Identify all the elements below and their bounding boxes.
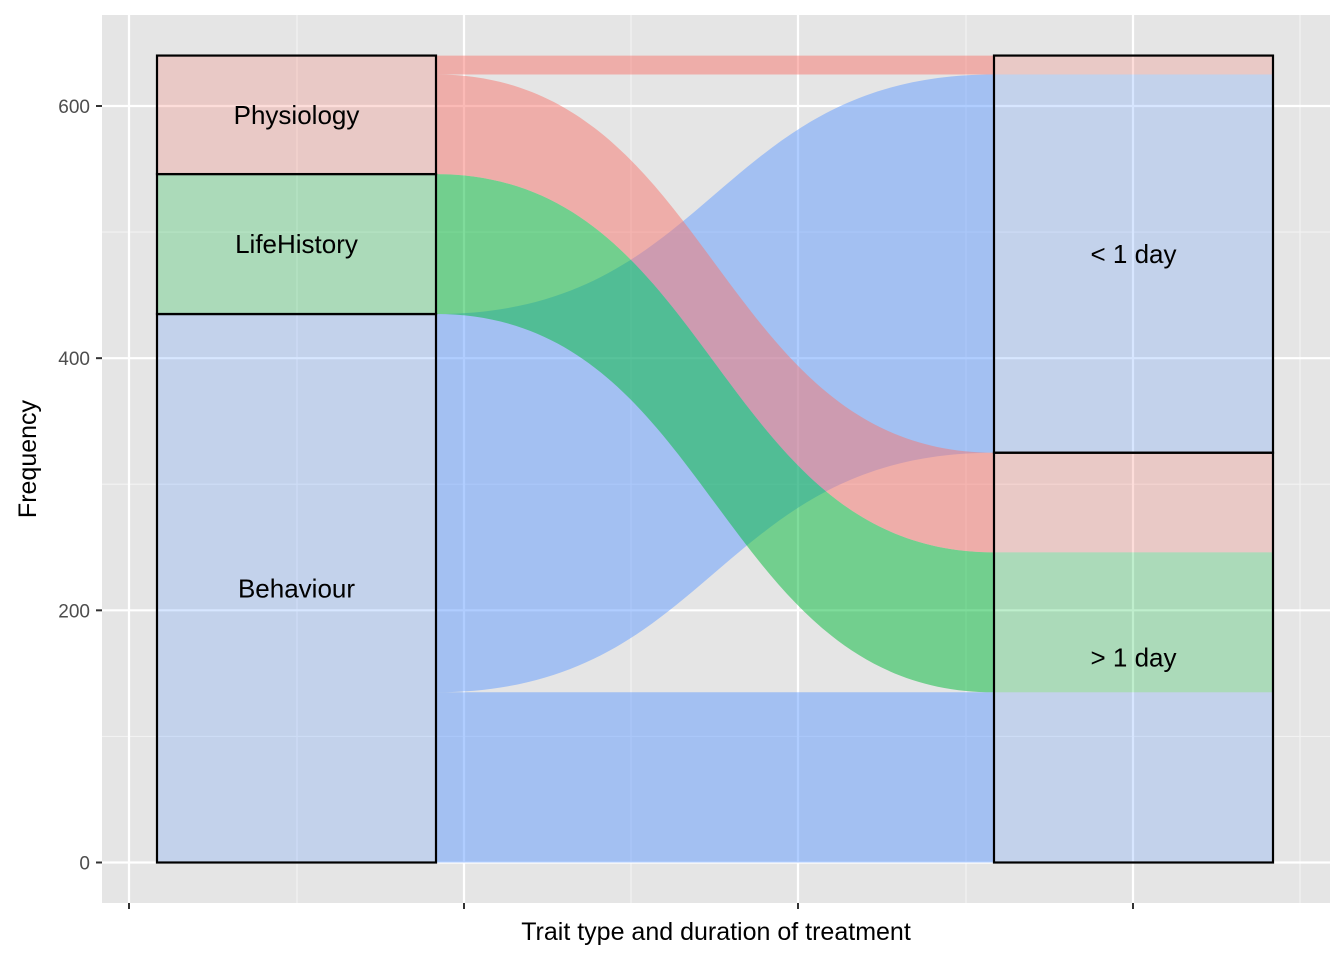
stratum-physiology	[155, 54, 438, 176]
y-axis: 0 200 400 600	[58, 97, 102, 875]
stratum-labels: Behaviour LifeHistory Physiology > 1 day < 1…	[234, 100, 1177, 673]
stratum-fill-lifehistory	[157, 174, 436, 315]
stratum-segment-over-1-day-physiology	[994, 452, 1273, 553]
stratum-fill-behaviour	[157, 314, 436, 863]
flow-physiology-under-1-day	[436, 55, 994, 75]
flow-physiology-over-1-day	[436, 74, 994, 553]
stratum-under-1-day	[992, 54, 1275, 454]
flow-lifehistory-over-1-day	[436, 174, 994, 693]
stratum-segment-under-1-day-physiology	[994, 55, 1273, 75]
y-tick-label: 400	[58, 349, 90, 370]
flows	[436, 55, 994, 863]
stratum-label-behaviour: Behaviour	[238, 573, 355, 603]
stratum-label-physiology: Physiology	[234, 100, 360, 130]
stratum-fill-physiology	[157, 55, 436, 175]
y-axis-title: Frequency	[14, 399, 42, 518]
stratum-label-under-1-day: < 1 day	[1090, 239, 1176, 269]
stratum-label-over-1-day: > 1 day	[1090, 643, 1176, 673]
stratum-label-lifehistory: LifeHistory	[235, 229, 358, 259]
flow-behaviour-over-1-day	[436, 692, 994, 863]
x-axis	[128, 903, 1134, 909]
y-tick-label: 0	[79, 854, 90, 875]
y-tick-label: 600	[58, 97, 90, 118]
strata	[155, 54, 1275, 864]
stratum-segment-over-1-day-behaviour	[994, 692, 1273, 863]
x-axis-title: Trait type and duration of treatment	[521, 918, 911, 946]
y-tick-label: 200	[58, 601, 90, 622]
stratum-segment-under-1-day-behaviour	[994, 74, 1273, 453]
stratum-segment-over-1-day-lifehistory	[994, 552, 1273, 693]
